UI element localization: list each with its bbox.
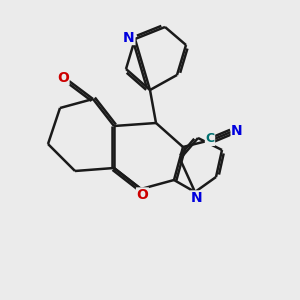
Text: O: O [136,188,148,202]
Text: N: N [231,124,243,137]
Text: N: N [123,31,135,44]
Text: O: O [57,71,69,85]
Text: N: N [191,191,202,205]
Text: C: C [206,132,214,146]
